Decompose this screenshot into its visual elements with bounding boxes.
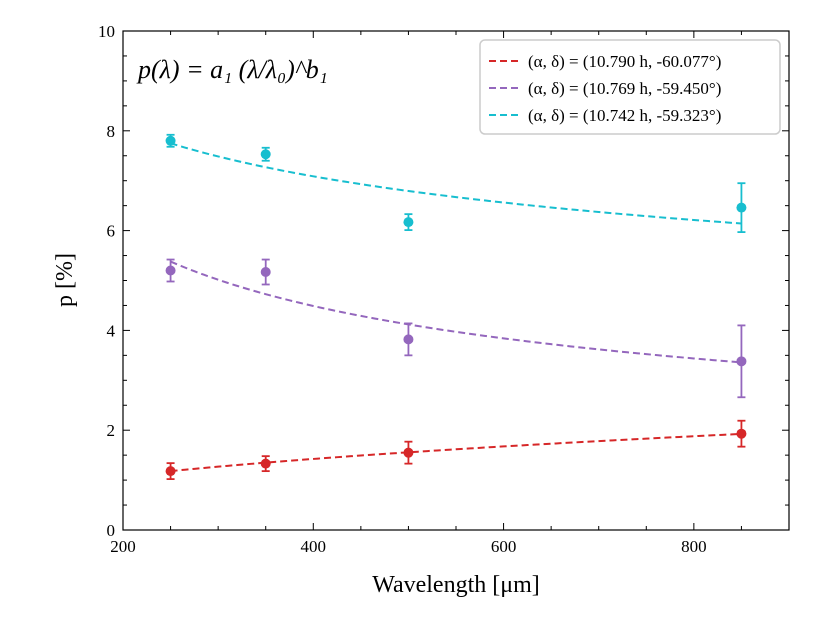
fit-line-series-2 <box>170 260 742 364</box>
data-point-series-1 <box>403 447 414 458</box>
legend-box <box>479 39 781 135</box>
legend: (α, δ) = (10.790 h, -60.077°) (α, δ) = (1… <box>479 39 781 135</box>
y-tick-label: 2 <box>107 421 116 440</box>
data-point-series-3 <box>736 202 747 213</box>
tick-labels: 200 400 600 800 0 2 4 6 8 10 <box>98 22 707 556</box>
legend-entry: (α, δ) = (10.790 h, -60.077°) <box>528 52 721 71</box>
legend-entry: (α, δ) = (10.769 h, -59.450°) <box>528 79 721 98</box>
data-point-series-2 <box>260 267 271 278</box>
formula-annotation: p(λ) = a₁ (λ/λ₀)^b₁ <box>136 55 328 84</box>
data-point-series-3 <box>165 135 176 146</box>
y-tick-label: 4 <box>107 321 116 340</box>
fit-line-series-1 <box>170 432 742 473</box>
x-tick-label: 200 <box>110 537 136 556</box>
data-point-series-2 <box>165 265 176 276</box>
data-point-series-3 <box>403 217 414 228</box>
legend-entry: (α, δ) = (10.742 h, -59.323°) <box>528 106 721 125</box>
x-tick-label: 800 <box>681 537 707 556</box>
y-tick-label: 8 <box>107 122 116 141</box>
fit-lines <box>170 142 742 473</box>
data-point-series-3 <box>260 149 271 160</box>
data-point-series-2 <box>736 356 747 367</box>
y-axis-label: p [%] <box>52 253 78 307</box>
axis-ticks <box>122 30 790 531</box>
y-tick-label: 6 <box>107 222 116 241</box>
x-tick-label: 400 <box>301 537 327 556</box>
data-point-series-1 <box>165 466 176 477</box>
data-point-series-1 <box>260 458 271 469</box>
x-tick-label: 600 <box>491 537 517 556</box>
fit-line-series-3 <box>170 142 742 225</box>
data-point-series-2 <box>403 334 414 345</box>
y-tick-label: 10 <box>98 22 115 41</box>
y-tick-label: 0 <box>107 521 116 540</box>
data-point-series-1 <box>736 428 747 439</box>
x-axis-label: Wavelength [μm] <box>372 572 540 598</box>
data-points <box>165 133 747 481</box>
